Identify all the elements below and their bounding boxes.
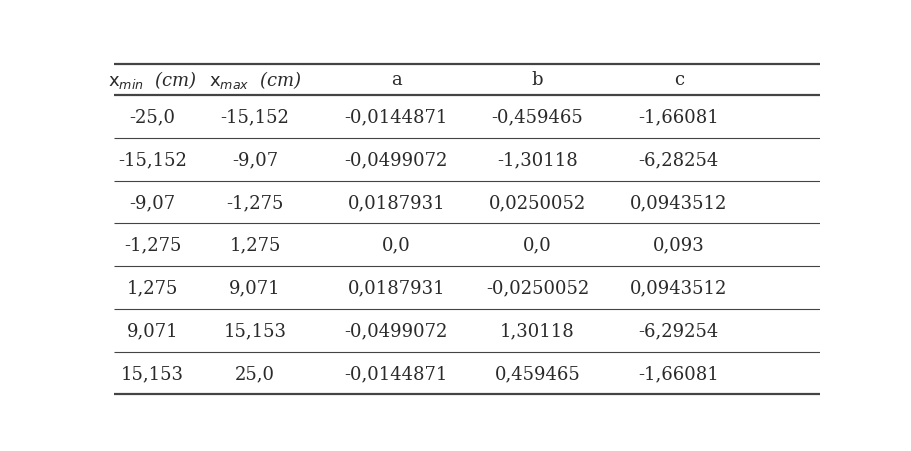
Text: 0,459465: 0,459465 <box>495 364 580 382</box>
Text: 1,275: 1,275 <box>230 236 281 254</box>
Text: -1,66081: -1,66081 <box>639 108 719 126</box>
Text: -1,275: -1,275 <box>227 193 283 212</box>
Text: -9,07: -9,07 <box>232 151 278 169</box>
Text: -6,28254: -6,28254 <box>639 151 719 169</box>
Text: 9,071: 9,071 <box>127 322 179 340</box>
Text: 1,275: 1,275 <box>127 279 179 297</box>
Text: 0,0: 0,0 <box>382 236 411 254</box>
Text: -0,0250052: -0,0250052 <box>486 279 589 297</box>
Text: -25,0: -25,0 <box>129 108 176 126</box>
Text: 9,071: 9,071 <box>230 279 281 297</box>
Text: 25,0: 25,0 <box>235 364 275 382</box>
Text: 0,0250052: 0,0250052 <box>489 193 586 212</box>
Text: 0,0187931: 0,0187931 <box>347 193 445 212</box>
Text: 0,0943512: 0,0943512 <box>630 279 727 297</box>
Text: a: a <box>391 71 402 89</box>
Text: 15,153: 15,153 <box>121 364 184 382</box>
Text: 0,0943512: 0,0943512 <box>630 193 727 212</box>
Text: -6,29254: -6,29254 <box>639 322 719 340</box>
Text: -1,30118: -1,30118 <box>497 151 578 169</box>
Text: -0,0499072: -0,0499072 <box>344 322 448 340</box>
Text: -1,66081: -1,66081 <box>639 364 719 382</box>
Text: -0,459465: -0,459465 <box>492 108 583 126</box>
Text: $\mathrm{x}_{min}$  (cm): $\mathrm{x}_{min}$ (cm) <box>108 69 197 91</box>
Text: 1,30118: 1,30118 <box>500 322 575 340</box>
Text: b: b <box>532 71 543 89</box>
Text: 15,153: 15,153 <box>223 322 287 340</box>
Text: -0,0144871: -0,0144871 <box>344 364 448 382</box>
Text: -15,152: -15,152 <box>220 108 290 126</box>
Text: 0,0: 0,0 <box>523 236 552 254</box>
Text: $\mathrm{x}_{max}$  (cm): $\mathrm{x}_{max}$ (cm) <box>209 69 302 91</box>
Text: -9,07: -9,07 <box>129 193 176 212</box>
Text: -1,275: -1,275 <box>124 236 181 254</box>
Text: c: c <box>673 71 684 89</box>
Text: 0,093: 0,093 <box>653 236 704 254</box>
Text: -15,152: -15,152 <box>118 151 187 169</box>
Text: -0,0499072: -0,0499072 <box>344 151 448 169</box>
Text: -0,0144871: -0,0144871 <box>344 108 448 126</box>
Text: 0,0187931: 0,0187931 <box>347 279 445 297</box>
